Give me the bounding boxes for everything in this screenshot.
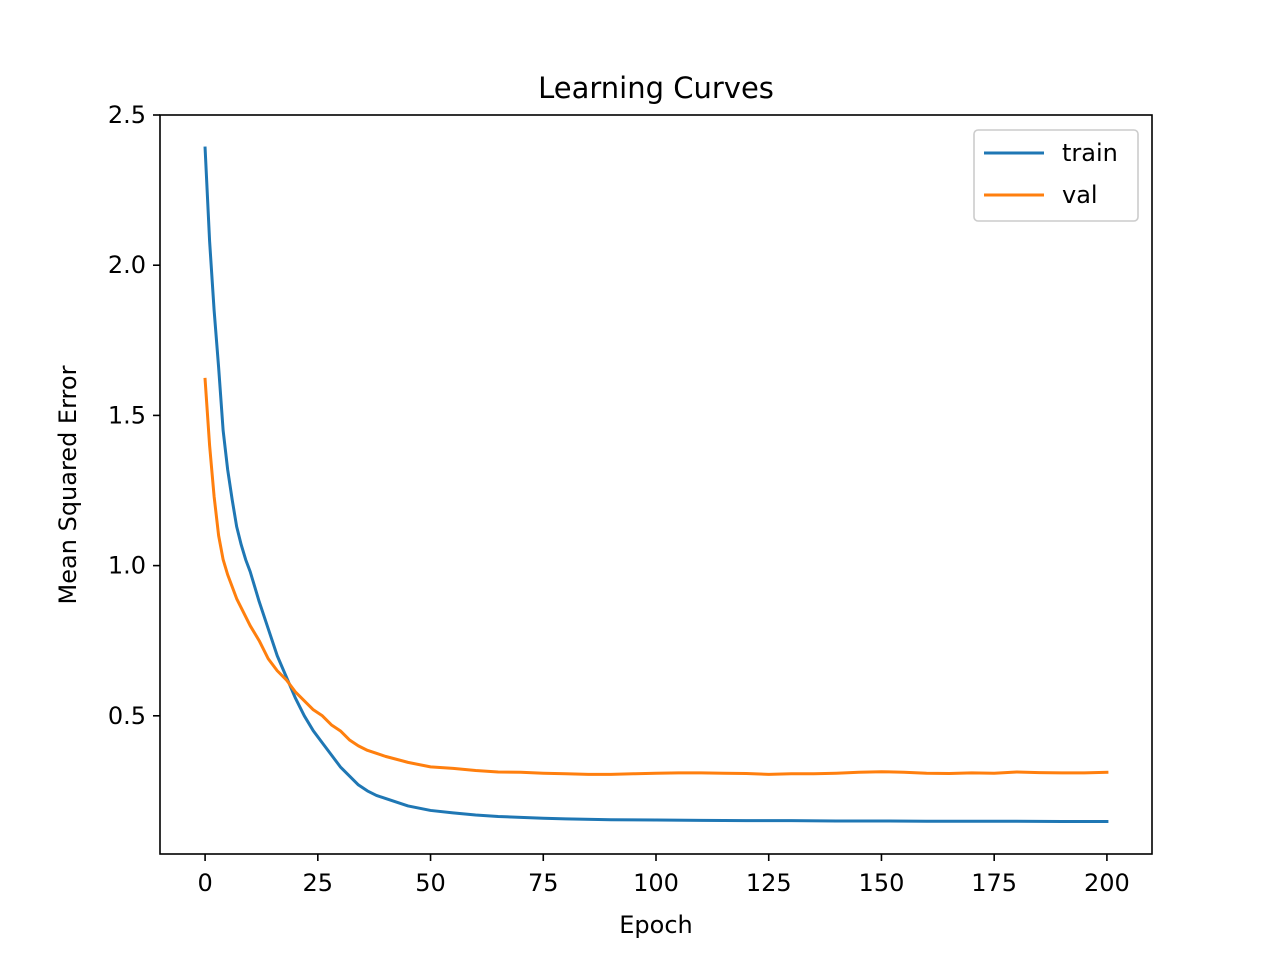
x-tick-label: 50 (415, 869, 446, 897)
x-tick-label: 125 (746, 869, 792, 897)
y-tick-label: 2.0 (108, 251, 146, 279)
y-tick-label: 1.0 (108, 552, 146, 580)
x-tick-label: 200 (1084, 869, 1130, 897)
series-line-val (203, 377, 1109, 776)
x-tick-label: 175 (971, 869, 1017, 897)
y-tick-label: 2.5 (108, 101, 146, 129)
x-tick-label: 100 (633, 869, 679, 897)
y-axis-label: Mean Squared Error (54, 365, 82, 604)
legend: train val (973, 129, 1139, 222)
legend-label-train: train (1062, 139, 1118, 167)
y-tick-label: 0.5 (108, 702, 146, 730)
x-tick-label: 0 (197, 869, 212, 897)
y-tick-label: 1.5 (108, 401, 146, 429)
x-tick-label: 75 (528, 869, 559, 897)
x-tick-label: 25 (303, 869, 334, 897)
x-axis-label: Epoch (619, 911, 693, 939)
x-tick-label: 150 (859, 869, 905, 897)
chart-title: Learning Curves (538, 71, 774, 105)
series-line-train (203, 146, 1109, 824)
plot-area: 0 25 50 75 100 125 150 175 200 0.5 1.0 1.5 2.0 2.5 (108, 101, 1153, 897)
legend-label-val: val (1062, 181, 1098, 209)
